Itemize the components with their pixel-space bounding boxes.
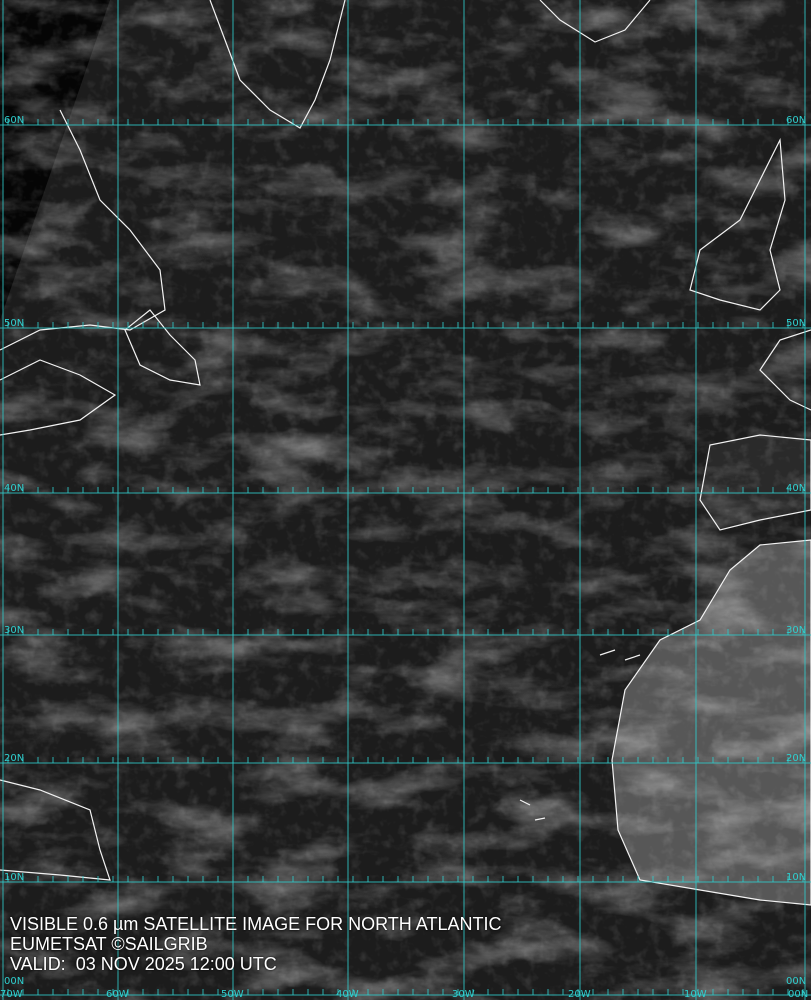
nova-scotia-coast bbox=[0, 359, 117, 436]
british-isles-coast bbox=[689, 137, 786, 311]
iceland-coast bbox=[539, 0, 651, 43]
grid-labels: 60N 60N 50N 50N 40N 40N 30N 30N 20N 20N 10N 10N 00N 0… bbox=[0, 115, 808, 1000]
longitude-label: 00N bbox=[788, 989, 808, 1000]
longitude-label: 40W bbox=[336, 989, 359, 1000]
latitude-label-left: 30N bbox=[4, 625, 24, 636]
latitude-label-left: 00N bbox=[4, 976, 24, 987]
longitude-label: 30W bbox=[452, 989, 475, 1000]
caption-title: VISIBLE 0.6 µm SATELLITE IMAGE FOR NORTH… bbox=[10, 914, 502, 934]
longitude-label: 60W bbox=[106, 989, 129, 1000]
latitude-label-left: 10N bbox=[4, 872, 24, 883]
latitude-label-left: 40N bbox=[4, 483, 24, 494]
latitude-label-left: 60N bbox=[4, 115, 24, 126]
latitude-label-right: 10N bbox=[786, 872, 806, 883]
latitude-label-right: 50N bbox=[786, 318, 806, 329]
longitude-label: 20W bbox=[568, 989, 591, 1000]
longitude-label: 10W bbox=[684, 989, 707, 1000]
islands-coast bbox=[519, 649, 641, 821]
france-coast bbox=[759, 329, 811, 411]
caption-source: EUMETSAT ©SAILGRIB bbox=[10, 934, 208, 954]
image-caption: VISIBLE 0.6 µm SATELLITE IMAGE FOR NORTH… bbox=[10, 914, 501, 974]
latitude-label-left: 50N bbox=[4, 318, 24, 329]
latitude-label-right: 40N bbox=[786, 483, 806, 494]
latitude-label-right: 20N bbox=[786, 753, 806, 764]
latitude-label-right: 30N bbox=[786, 625, 806, 636]
longitude-label: 70W bbox=[0, 989, 23, 1000]
greenland-coast bbox=[209, 0, 346, 129]
longitude-label: 50W bbox=[221, 989, 244, 1000]
caribbean-coast bbox=[0, 779, 111, 881]
latitude-label-left: 20N bbox=[4, 753, 24, 764]
caption-valid-time: VALID: 03 NOV 2025 12:00 UTC bbox=[10, 954, 277, 974]
newfoundland-coast bbox=[124, 309, 201, 386]
latitude-label-right: 60N bbox=[786, 115, 806, 126]
latitude-label-right: 00N bbox=[786, 976, 806, 987]
